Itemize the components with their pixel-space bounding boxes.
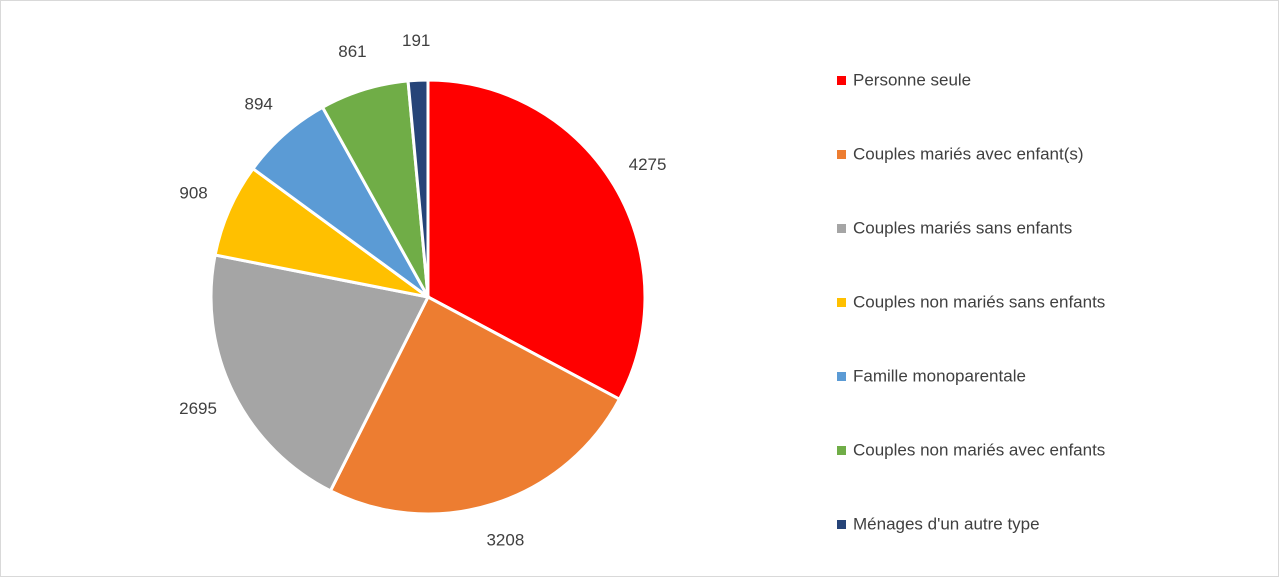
data-label: 4275 [629, 155, 667, 174]
legend-swatch [837, 150, 846, 159]
data-label: 908 [179, 184, 207, 203]
legend-label: Couples non mariés avec enfants [853, 440, 1105, 459]
legend-label: Couples mariés sans enfants [853, 218, 1072, 237]
pie-slice [209, 253, 431, 493]
data-label: 191 [402, 31, 430, 50]
legend-label: Couples non mariés sans enfants [853, 292, 1105, 311]
legend-swatch [837, 446, 846, 455]
legend-swatch [837, 372, 846, 381]
legend-label: Personne seule [853, 70, 971, 89]
data-label: 3208 [486, 531, 524, 550]
legend-swatch [837, 298, 846, 307]
legend-label: Couples mariés avec enfant(s) [853, 144, 1084, 163]
legend-swatch [837, 76, 846, 85]
legend-label: Ménages d'un autre type [853, 514, 1040, 533]
legend-label: Famille monoparentale [853, 366, 1026, 385]
pie-slice [406, 78, 430, 298]
legend-swatch [837, 520, 846, 529]
data-label: 894 [244, 94, 272, 113]
pie-slice [426, 78, 647, 402]
data-label: 861 [338, 42, 366, 61]
legend-swatch [837, 224, 846, 233]
data-label: 2695 [179, 399, 217, 418]
pie-slice [328, 294, 622, 516]
